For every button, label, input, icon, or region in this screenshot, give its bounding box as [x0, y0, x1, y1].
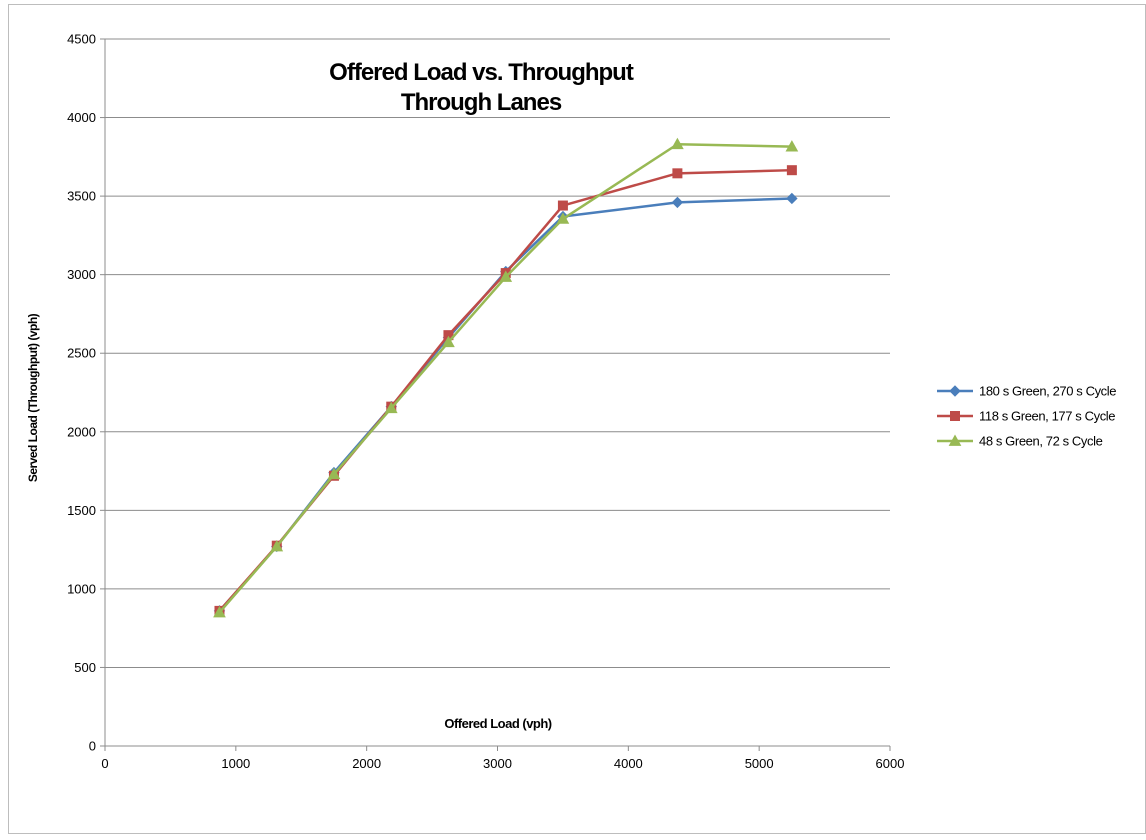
legend-swatch-marker — [949, 385, 961, 397]
data-point — [442, 335, 455, 348]
y-tick-label: 4500 — [67, 32, 96, 47]
x-tick-label: 4000 — [614, 756, 643, 771]
x-tick-label: 0 — [101, 756, 108, 771]
y-tick-label: 500 — [74, 660, 96, 675]
data-point — [672, 168, 683, 179]
line-chart: 0 500 1000 1500 2000 2500 3000 3500 4000 4500 0 100… — [26, 32, 1117, 772]
legend-label: 48 s Green, 72 s Cycle — [979, 434, 1103, 449]
y-tick-label: 1500 — [67, 503, 96, 518]
legend-swatch-marker — [950, 411, 960, 421]
data-point — [556, 212, 570, 224]
legend-swatch-marker — [948, 434, 962, 446]
legend-label: 118 s Green, 177 s Cycle — [979, 409, 1115, 424]
y-tick-label: 2500 — [67, 346, 96, 361]
series-group — [213, 137, 799, 618]
series-line — [218, 143, 792, 614]
series-1 — [213, 192, 798, 617]
y-tick-label: 3500 — [67, 189, 96, 204]
series-line — [218, 168, 792, 612]
x-tick-label: 1000 — [221, 756, 250, 771]
y-tick-label: 1000 — [67, 581, 96, 596]
y-tick-label: 0 — [89, 739, 96, 754]
x-tick-label: 2000 — [352, 756, 381, 771]
y-axis-title: Served Load (Throughput) (vph) — [26, 313, 40, 482]
data-point — [786, 192, 798, 205]
tick-labels: 0 500 1000 1500 2000 2500 3000 3500 4000 4500 0 100… — [67, 32, 904, 772]
legend-label: 180 s Green, 270 s Cycle — [979, 384, 1116, 399]
y-tick-label: 4000 — [67, 110, 96, 125]
chart-title-line-2: Through Lanes — [401, 89, 562, 116]
data-point — [671, 137, 684, 150]
series-3 — [213, 137, 799, 618]
data-point — [499, 270, 513, 282]
series-line — [218, 197, 792, 612]
data-point — [213, 605, 226, 618]
data-point — [327, 467, 341, 480]
grid-lines — [105, 38, 890, 668]
data-point — [786, 165, 797, 176]
data-point — [557, 200, 568, 211]
chart-frame: 0 500 1000 1500 2000 2500 3000 3500 4000 4500 0 100… — [8, 4, 1146, 834]
data-point — [671, 196, 684, 209]
data-point — [384, 401, 398, 414]
chart-title-line-1: Offered Load vs. Throughput — [329, 59, 634, 86]
legend-item: 180 s Green, 270 s Cycle — [937, 384, 1117, 399]
series-2 — [214, 165, 797, 616]
x-tick-label: 3000 — [483, 756, 512, 771]
x-tick-label: 5000 — [745, 756, 774, 771]
y-tick-label: 2000 — [67, 424, 96, 439]
data-point — [785, 140, 799, 152]
legend-item: 118 s Green, 177 s Cycle — [937, 409, 1116, 424]
y-tick-label: 3000 — [67, 267, 96, 282]
x-tick-label: 6000 — [876, 756, 905, 771]
legend-item: 48 s Green, 72 s Cycle — [937, 434, 1103, 449]
x-axis-title: Offered Load (vph) — [444, 716, 551, 731]
legend: 180 s Green, 270 s Cycle 118 s Green, 177… — [937, 384, 1117, 449]
data-point — [270, 539, 284, 552]
